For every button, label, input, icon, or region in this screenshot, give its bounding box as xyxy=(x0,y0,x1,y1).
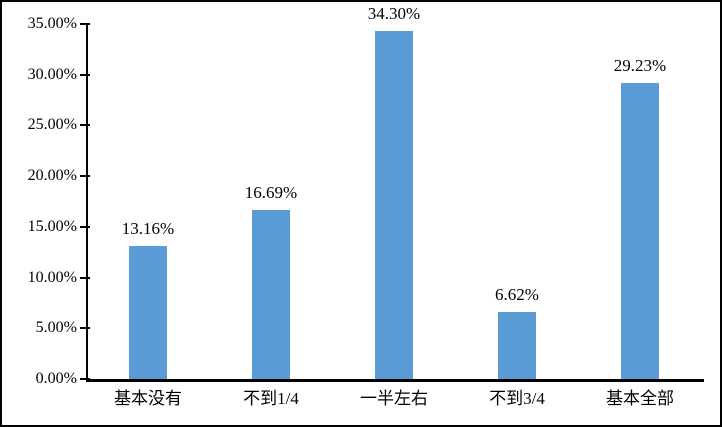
bar-value-label: 13.16% xyxy=(121,219,175,238)
x-axis-category-label: 基本没有 xyxy=(114,389,182,408)
bar xyxy=(252,210,290,379)
y-axis-tick-mark xyxy=(80,124,90,126)
x-axis-category-label: 基本全部 xyxy=(606,389,674,408)
x-axis-category-label: 不到1/4 xyxy=(243,389,299,408)
bar-value-label: 34.30% xyxy=(367,4,421,23)
y-axis-tick-label: 20.00% xyxy=(27,167,77,184)
bar-value-label: 16.69% xyxy=(244,183,298,202)
bar xyxy=(129,246,167,379)
x-axis-category-label: 一半左右 xyxy=(360,389,428,408)
y-axis-tick-mark xyxy=(80,277,90,279)
y-axis-tick-label: 10.00% xyxy=(27,269,77,286)
y-axis-tick-mark xyxy=(80,175,90,177)
y-axis-tick-label: 5.00% xyxy=(35,319,77,336)
bar xyxy=(621,83,659,379)
y-axis-tick-mark xyxy=(80,23,90,25)
y-axis-tick-label: 35.00% xyxy=(27,15,77,32)
y-axis-tick-mark xyxy=(80,74,90,76)
y-axis-tick-label: 0.00% xyxy=(35,370,77,387)
bar-value-label: 6.62% xyxy=(495,285,539,304)
y-axis-tick-label: 25.00% xyxy=(27,116,77,133)
y-axis-tick-mark xyxy=(80,226,90,228)
y-axis-tick-mark xyxy=(80,327,90,329)
y-axis-tick-label: 30.00% xyxy=(27,66,77,83)
plot-area xyxy=(86,24,704,382)
y-axis-tick-mark xyxy=(80,378,90,380)
bar xyxy=(498,312,536,379)
x-axis-category-label: 不到3/4 xyxy=(489,389,545,408)
bar xyxy=(375,31,413,379)
y-axis-tick-label: 15.00% xyxy=(27,218,77,235)
bar-value-label: 29.23% xyxy=(613,56,667,75)
